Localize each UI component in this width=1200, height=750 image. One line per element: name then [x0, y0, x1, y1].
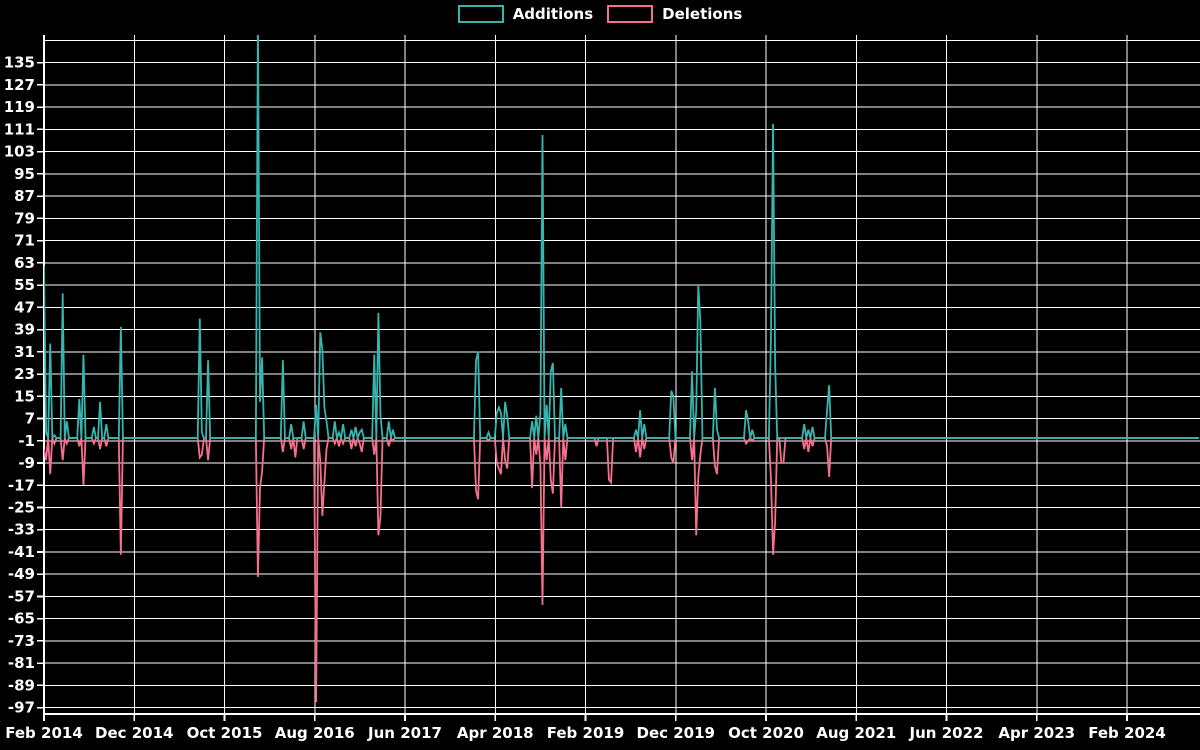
x-tick-label: Aug 2016 — [275, 724, 355, 742]
y-tick-label: 119 — [4, 98, 35, 116]
y-tick-label: 23 — [14, 365, 35, 383]
legend-item-deletions: Deletions — [607, 5, 742, 23]
x-tick-label: Feb 2024 — [1088, 724, 1166, 742]
y-tick-label: 135 — [4, 54, 35, 72]
x-tick-label: Apr 2023 — [998, 724, 1075, 742]
x-tick-label: Oct 2015 — [187, 724, 263, 742]
y-tick-label: 15 — [14, 387, 35, 405]
y-tick-label: -73 — [8, 632, 35, 650]
y-tick-label: -1 — [18, 432, 35, 450]
y-tick-label: 31 — [14, 343, 35, 361]
chart-legend: Additions Deletions — [0, 5, 1200, 23]
y-tick-label: 127 — [4, 76, 35, 94]
legend-label-additions: Additions — [512, 5, 594, 23]
y-tick-label: 7 — [25, 410, 35, 428]
y-tick-label: 55 — [14, 276, 35, 294]
y-tick-label: 79 — [14, 209, 35, 227]
y-tick-label: 71 — [14, 232, 35, 250]
y-tick-label: 111 — [4, 120, 35, 138]
x-tick-label: Feb 2014 — [5, 724, 83, 742]
x-tick-label: Dec 2014 — [95, 724, 174, 742]
y-tick-label: -89 — [8, 676, 35, 694]
y-tick-label: -81 — [8, 654, 35, 672]
x-tick-label: Apr 2018 — [457, 724, 534, 742]
y-tick-label: -9 — [18, 454, 35, 472]
y-tick-label: 103 — [4, 143, 35, 161]
tick-marks — [37, 61, 1128, 721]
y-tick-label: -57 — [8, 587, 35, 605]
y-tick-label: 95 — [14, 165, 35, 183]
y-tick-label: -41 — [8, 543, 35, 561]
additions-swatch-icon — [457, 5, 504, 23]
y-tick-label: -65 — [8, 610, 35, 628]
y-tick-label: 39 — [14, 321, 35, 339]
y-tick-label: 63 — [14, 254, 35, 272]
x-tick-label: Oct 2020 — [728, 724, 804, 742]
legend-label-deletions: Deletions — [662, 5, 743, 23]
y-tick-label: -97 — [8, 699, 35, 717]
series-line-deletions — [44, 434, 1199, 703]
y-tick-label: -49 — [8, 565, 35, 583]
x-tick-label: Jun 2017 — [367, 724, 442, 742]
x-tick-label: Aug 2021 — [816, 724, 896, 742]
y-tick-label: 87 — [14, 187, 35, 205]
deletions-swatch-icon — [607, 5, 654, 23]
x-tick-label: Jun 2022 — [909, 724, 984, 742]
series-line-additions — [44, 35, 1199, 442]
x-tick-labels: Feb 2014 Dec 2014 Oct 2015 Aug 2016 Jun 2017… — [5, 724, 1166, 742]
gridlines — [43, 35, 1200, 714]
legend-item-additions: Additions — [457, 5, 594, 23]
y-tick-label: 47 — [14, 298, 35, 316]
y-tick-labels: 135 127 119 111 103 95 87 79 71 63 55 47 39 31 23 15 7 -1… — [4, 54, 35, 717]
y-tick-label: -17 — [8, 476, 35, 494]
x-tick-label: Feb 2019 — [547, 724, 625, 742]
x-tick-label: Dec 2019 — [637, 724, 716, 742]
y-tick-label: -33 — [8, 521, 35, 539]
y-tick-label: -25 — [8, 499, 35, 517]
